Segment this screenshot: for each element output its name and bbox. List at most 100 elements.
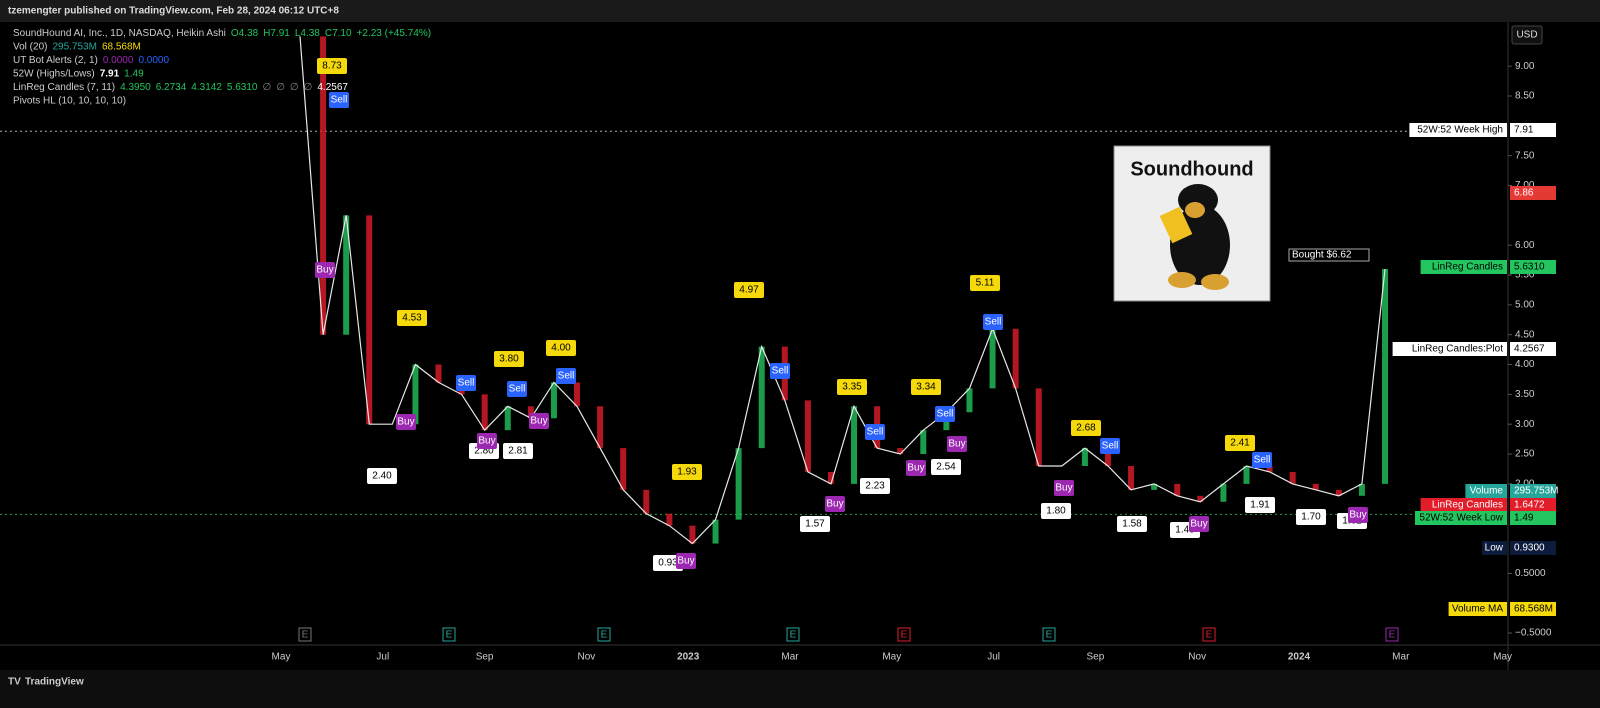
pivot-high-box (970, 275, 1000, 291)
price-tag-box (1510, 123, 1556, 137)
pivot-high-box (546, 340, 576, 356)
x-tick-label: 2024 (1288, 652, 1311, 663)
currency-button[interactable] (1511, 25, 1543, 45)
price-tag-value: 0.9300 (1514, 543, 1545, 554)
pivot-high: 3.34 (916, 382, 936, 393)
pivot-high-box (1071, 420, 1101, 436)
signal: Buy (316, 265, 333, 276)
y-tick-label: 5.00 (1515, 299, 1535, 310)
y-tick-label: 3.50 (1515, 389, 1535, 400)
price-tag-label: Volume (1470, 486, 1504, 497)
signal-box (315, 262, 335, 278)
pivot-high-box (494, 351, 524, 367)
footer-brand: TradingView (25, 677, 84, 688)
legend-value: 4.3950 (120, 82, 151, 93)
price-tag-label-box (1420, 260, 1507, 274)
earnings-box (442, 627, 456, 642)
pivot-low-box (800, 516, 830, 532)
pivot-high: 2.68 (1076, 423, 1096, 434)
pivot-low: 2.23 (865, 481, 885, 492)
pivot-low-box (860, 478, 890, 494)
legend-name: 52W (Highs/Lows) (13, 68, 95, 79)
x-tick-label: 2023 (677, 652, 700, 663)
earnings-box (1202, 627, 1216, 642)
logo-text: Soundhound (1130, 158, 1253, 180)
price-tag-box (1510, 602, 1556, 616)
pivot-high: 4.97 (739, 285, 759, 296)
earnings-box (298, 627, 312, 642)
price-tag-label-box (1420, 498, 1507, 512)
pivot-high-box (734, 282, 764, 298)
y-tick-label: 4.50 (1515, 329, 1535, 340)
price-tag-box (1510, 342, 1556, 356)
pivot-high-box (1225, 435, 1255, 451)
earnings-box (897, 627, 911, 642)
dog-muzzle (1185, 202, 1205, 218)
signal: Buy (530, 416, 547, 427)
pivot-low-box (653, 555, 683, 571)
pivot-low-box (1041, 503, 1071, 519)
pivot-low: 1.91 (1250, 500, 1270, 511)
y-tick-label: 8.50 (1515, 91, 1535, 102)
price-tag-box (1510, 498, 1556, 512)
signal-box (865, 424, 885, 440)
signal-box (1348, 507, 1368, 523)
signal: Buy (1055, 483, 1072, 494)
legend-value: ∅ (262, 82, 271, 93)
pivot-high: 8.73 (322, 61, 342, 72)
price-tag-value: 1.49 (1514, 513, 1534, 524)
signal: Buy (478, 436, 495, 447)
x-tick-label: Jul (987, 652, 1000, 663)
legend-value: +2.23 (+45.74%) (357, 28, 432, 39)
earnings-marker: E (901, 630, 908, 641)
pivot-low-box (503, 443, 533, 459)
x-tick-label: May (1493, 652, 1512, 663)
logo-image: Soundhound (1113, 145, 1271, 302)
price-tag-value: 6.86 (1514, 188, 1534, 199)
pivot-low-box (1296, 509, 1326, 525)
price-tag-label: Volume MA (1452, 604, 1503, 615)
x-tick-label: Nov (1188, 652, 1206, 663)
legend-value: O4.38 (231, 28, 259, 39)
pivot-high: 2.41 (1230, 438, 1250, 449)
signal: Sell (509, 384, 526, 395)
pivot-low: 2.54 (936, 462, 956, 473)
y-tick-label: 4.00 (1515, 359, 1535, 370)
price-tag-label: LinReg Candles (1432, 262, 1503, 273)
price-tag-value: 295.753M (1514, 486, 1558, 497)
pivot-low-box (931, 459, 961, 475)
signal-box (825, 496, 845, 512)
pivot-low-box (367, 468, 397, 484)
signal-box (396, 414, 416, 430)
legend-value: 295.753M (52, 41, 96, 52)
signal: Sell (867, 427, 884, 438)
pivot-low: 1.80 (1046, 506, 1066, 517)
price-line (299, 36, 1386, 545)
pivot-high: 4.53 (402, 313, 422, 324)
y-tick-label: 2.50 (1515, 449, 1535, 460)
price-tag-box (1510, 260, 1556, 274)
x-tick-label: Mar (781, 652, 799, 663)
signal: Buy (397, 417, 414, 428)
pivot-high: 3.80 (499, 354, 519, 365)
signal-box (983, 314, 1003, 330)
y-tick-label: −0.5000 (1515, 628, 1552, 639)
y-tick-label: 0.5000 (1515, 568, 1546, 579)
legend-name: UT Bot Alerts (2, 1) (13, 55, 98, 66)
signal-box (529, 413, 549, 429)
pivot-low: 1.49 (1175, 525, 1195, 536)
signal: Sell (985, 317, 1002, 328)
legend-line: UT Bot Alerts (2, 1) 0.0000 0.0000 (13, 55, 169, 66)
signal: Buy (1190, 519, 1207, 530)
legend-name: Vol (20) (13, 41, 47, 52)
publisher: tzemengter published on TradingView.com,… (8, 6, 339, 17)
earnings-box (1385, 627, 1399, 642)
currency[interactable]: USD (1516, 30, 1537, 41)
pivot-high-box (397, 310, 427, 326)
legend-line: LinReg Candles (7, 11) 4.3950 6.2734 4.3142… (13, 82, 348, 93)
price-tag-label-box (1465, 484, 1507, 498)
price-tag-box (1510, 484, 1556, 498)
signal-box (1189, 516, 1209, 532)
pivot-low: 2.81 (508, 446, 528, 457)
